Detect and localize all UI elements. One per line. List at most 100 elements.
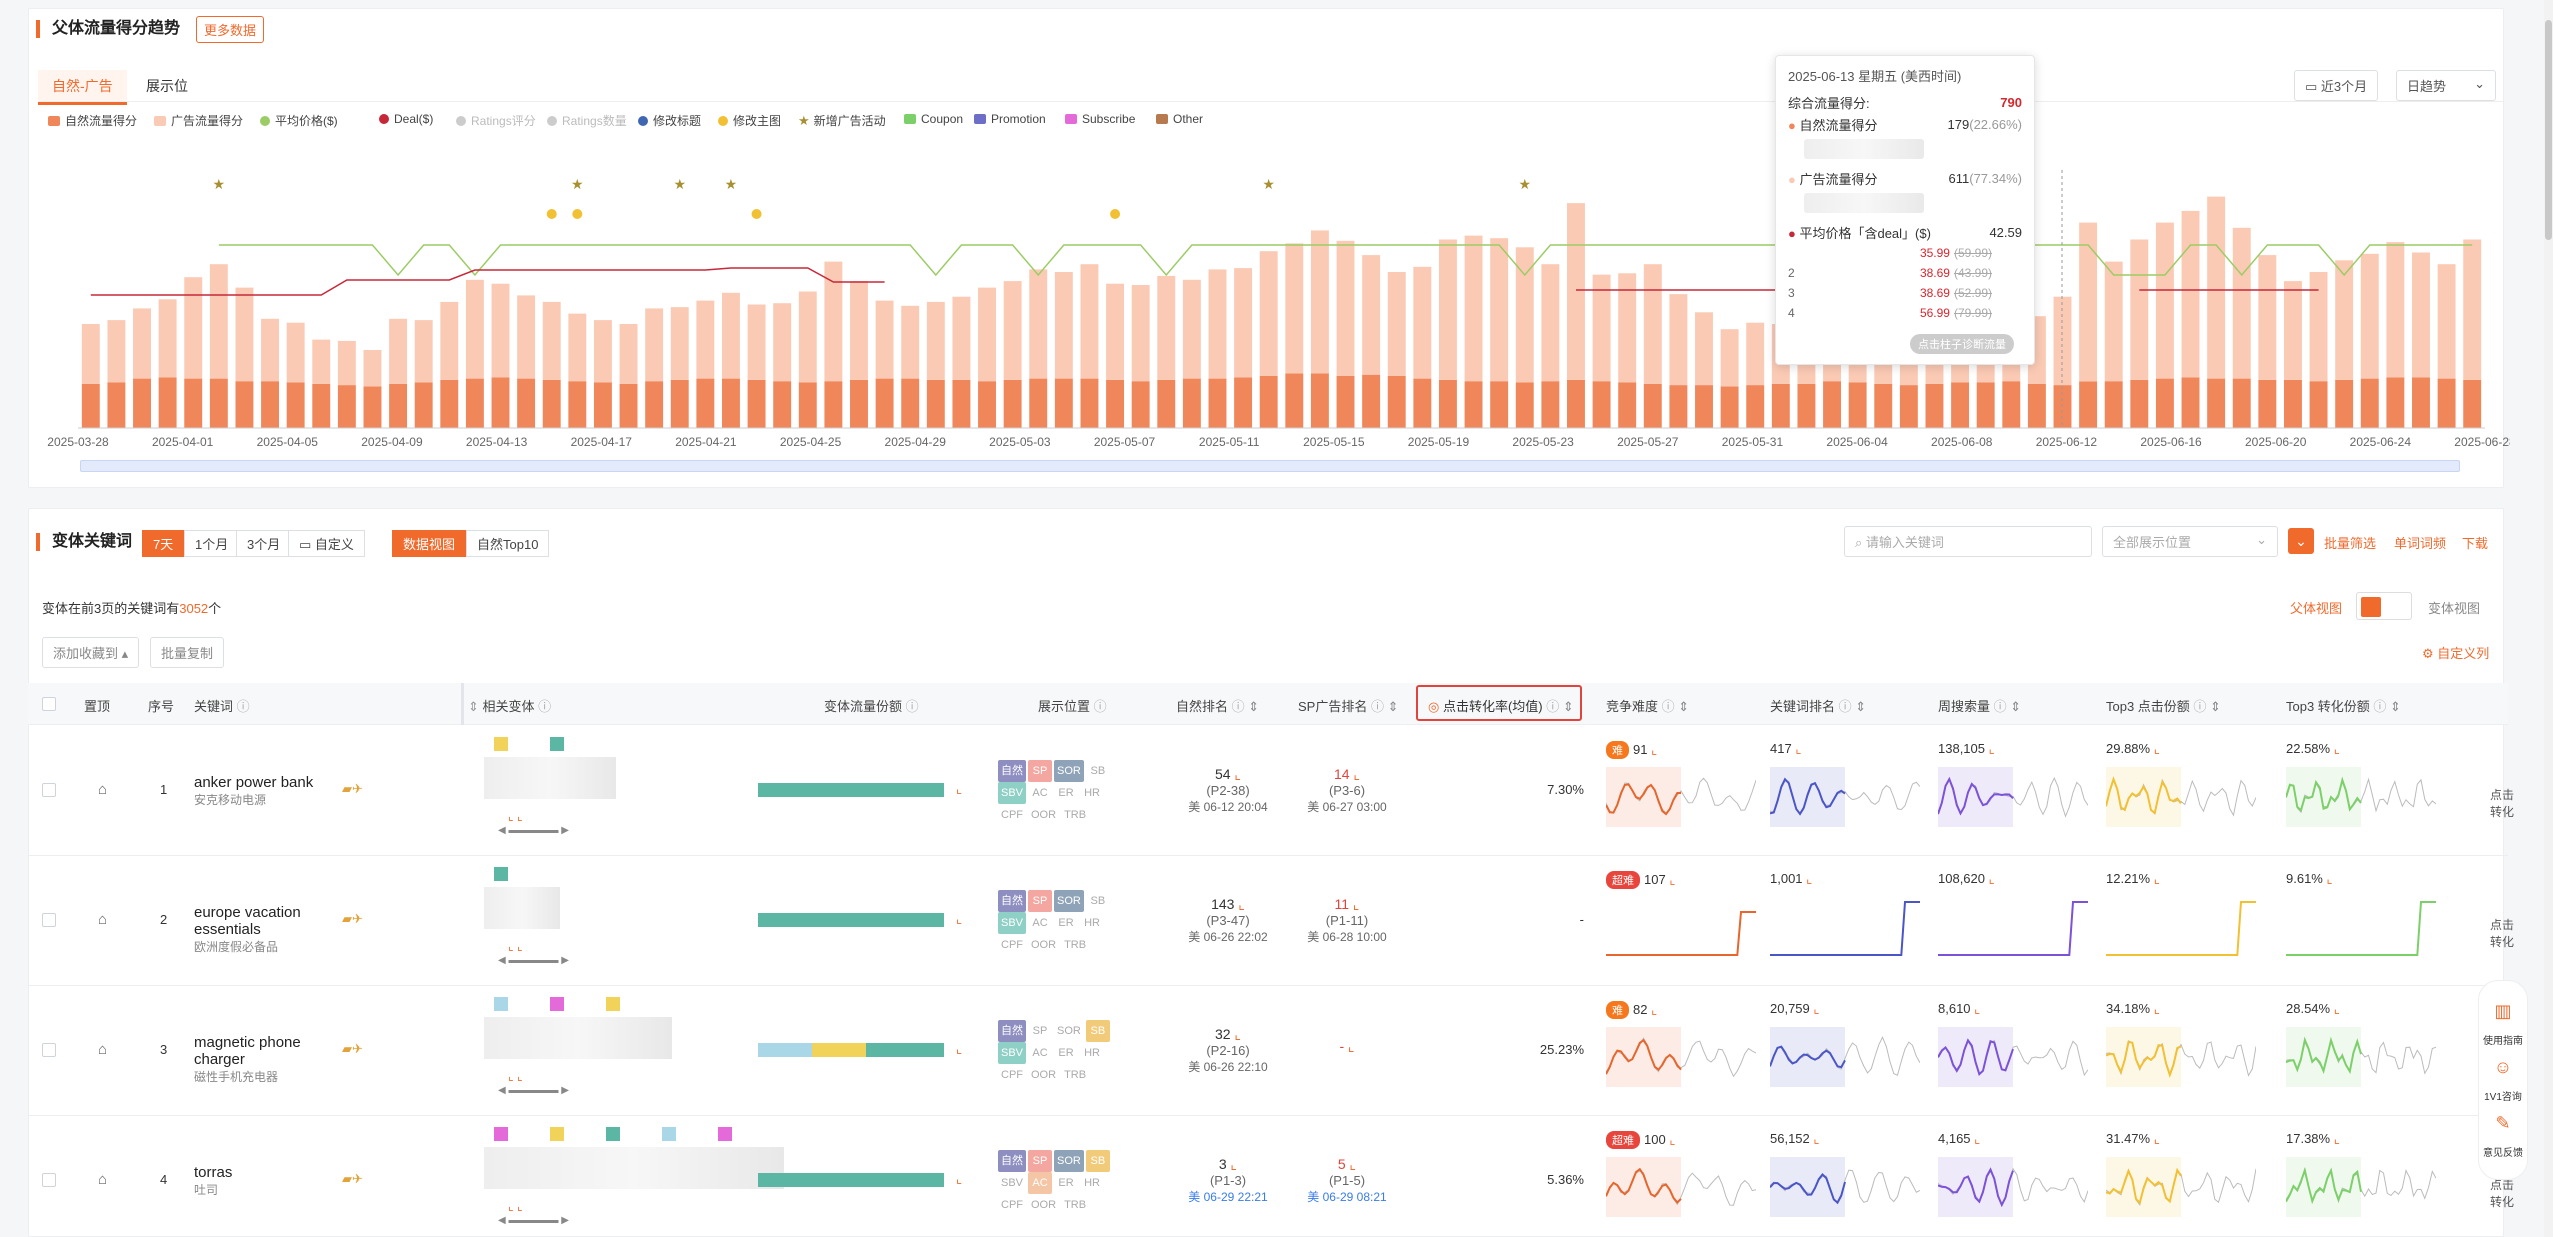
word-freq-link[interactable]: 单词词频 [2394,536,2447,551]
table-row[interactable]: ⌂ 4 torras 吐司 ▰✈ ⌞ ⌞ ◀ ▬▬▬▬▬ ▶ ⌞ 自然 SP SOR SB SBV AC E… [28,1115,2514,1237]
bar-natural[interactable] [2412,377,2430,428]
bar-ad[interactable] [2130,239,2149,380]
column-header[interactable]: ◎ 点击转化率(均值) ⓘ ⇕ [1416,685,1582,721]
bar-natural[interactable] [1746,385,1765,428]
bar-natural[interactable] [2079,381,2098,428]
bar-ad[interactable] [312,339,331,384]
bar-natural[interactable] [440,379,459,428]
bar-natural[interactable] [2002,381,2021,428]
range-option[interactable]: ▭ 自定义 [288,530,365,557]
bar-ad[interactable] [1157,275,1176,380]
column-header[interactable]: 自然排名 ⓘ ⇕ [1176,696,1259,715]
sparkline-chart[interactable] [1606,897,1756,957]
row-checkbox[interactable] [42,1043,56,1057]
column-header[interactable]: 关键词排名 ⓘ ⇕ [1770,696,1866,715]
bar-natural[interactable] [1797,383,1816,428]
bar-ad[interactable] [2360,253,2379,379]
legend-item[interactable]: Promotion [974,112,1046,126]
variant-share-bar[interactable] [758,1173,944,1187]
keyword-actions-icon[interactable]: ▰✈ [342,1171,363,1186]
bar-ad[interactable] [1182,279,1201,379]
bar-natural[interactable] [158,377,177,428]
bar-natural[interactable] [1106,379,1125,428]
bar-ad[interactable] [1669,294,1688,386]
variant-trend-icon[interactable]: ⌞ ⌞ [508,1069,523,1083]
column-header[interactable]: 变体流量份额 ⓘ [824,696,919,715]
bar-ad[interactable] [1541,264,1560,382]
star-icon[interactable]: ★ [1518,176,1531,192]
column-header[interactable]: 展示位置 ⓘ [1038,696,1107,715]
bar-natural[interactable] [2258,379,2277,428]
bar-ad[interactable] [2463,239,2482,380]
bar-ad[interactable] [133,308,151,379]
consult-tool[interactable]: ☺ 1V1咨询 [2479,1057,2527,1103]
bar-ad[interactable] [2104,261,2123,382]
variant-scroll-arrows[interactable]: ◀ ▬▬▬▬▬ ▶ [498,1215,569,1226]
bar-natural[interactable] [1643,383,1662,428]
bar-ad[interactable] [1387,272,1406,376]
bar-ad[interactable] [2155,222,2174,379]
column-header[interactable]: 竞争难度 ⓘ ⇕ [1606,696,1689,715]
bar-ad[interactable] [2386,242,2405,378]
bar-natural[interactable] [1080,378,1099,428]
variant-share-bar[interactable] [758,783,944,797]
bar-ad[interactable] [184,277,203,379]
bar-ad[interactable] [722,292,740,379]
bar-natural[interactable] [722,378,740,428]
bar-natural[interactable] [875,378,894,428]
sparkline-chart[interactable] [2286,897,2436,957]
sparkline-chart[interactable] [1770,767,1920,827]
bar-natural[interactable] [491,377,510,428]
bar-natural[interactable] [363,386,382,428]
bar-natural[interactable] [286,382,305,429]
trend-icon[interactable]: ⌞ [1665,1132,1676,1147]
bar-ad[interactable] [2207,196,2226,379]
bar-natural[interactable] [2335,379,2354,428]
bar-natural[interactable] [1054,378,1073,428]
main-image-change-marker[interactable] [1110,209,1121,219]
bar-ad[interactable] [1592,274,1611,382]
sparkline-chart[interactable] [1770,897,1920,957]
bar-natural[interactable] [1413,378,1432,428]
custom-columns-link[interactable]: ⚙ 自定义列 [2422,643,2489,662]
trend-icon[interactable]: ⌞ [1985,741,1995,756]
legend-item[interactable]: Deal($) [379,112,433,126]
sparkline-chart[interactable] [1938,1027,2088,1087]
trend-icon[interactable]: ⌞ [1345,1156,1357,1172]
table-row[interactable]: ⌂ 1 anker power bank 安克移动电源 ▰✈ ⌞ ⌞ ◀ ▬▬▬▬▬ ▶ ⌞ 自… [28,725,2514,855]
trend-icon[interactable]: ⌞ [1344,1038,1355,1054]
sparkline-chart[interactable] [1606,1027,1756,1087]
bar-natural[interactable] [568,381,587,428]
share-trend-icon[interactable]: ⌞ [956,781,963,796]
bar-natural[interactable] [901,378,920,428]
bar-natural[interactable] [1592,381,1611,428]
variant-share-bar[interactable] [812,1043,866,1057]
bar-natural[interactable] [235,381,254,428]
trend-icon[interactable]: ⌞ [1647,1002,1658,1017]
bar-ad[interactable] [440,301,459,380]
column-header[interactable]: Top3 点击份额 ⓘ ⇕ [2106,696,2221,715]
bar-ad[interactable] [414,320,433,383]
bar-ad[interactable] [850,281,868,380]
legend-item[interactable]: Other [1156,112,1203,126]
pin-tag-icon[interactable]: ⌂ [98,911,108,928]
bar-natural[interactable] [2181,377,2200,428]
star-icon[interactable]: ★ [1262,176,1275,192]
bar-ad[interactable] [901,305,920,379]
bar-ad[interactable] [1080,264,1099,379]
trend-icon[interactable]: ⌞ [1230,766,1242,782]
variant-trend-icon[interactable]: ⌞ ⌞ [508,809,523,823]
bar-natural[interactable] [696,378,715,428]
trend-chart[interactable]: 2025-03-28 2025-04-01 2025-04-05 2025-04-09… [30,130,2510,550]
sparkline-chart[interactable] [2106,897,2256,957]
keyword-text[interactable]: europe vacation essentials [194,904,301,938]
keyword-actions-icon[interactable]: ▰✈ [342,1041,363,1056]
variant-share-bar[interactable] [866,1043,944,1057]
variant-thumbnail[interactable] [484,1017,672,1059]
bar-natural[interactable] [2232,378,2251,428]
bar-ad[interactable] [1618,273,1637,383]
bar-natural[interactable] [261,381,280,428]
bar-natural[interactable] [465,378,484,428]
bar-natural[interactable] [337,385,356,428]
bar-ad[interactable] [1029,269,1048,379]
